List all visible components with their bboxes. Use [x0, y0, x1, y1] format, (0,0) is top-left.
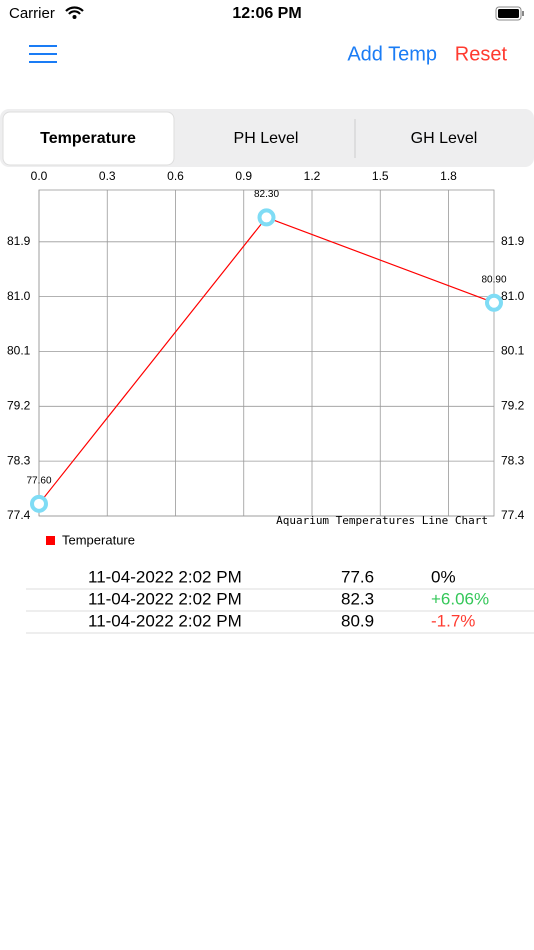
segment[interactable]: Temperature — [40, 130, 136, 147]
row-value: 82.3 — [341, 589, 374, 608]
x-tick-label: 0.3 — [99, 169, 116, 183]
row-change: -1.7% — [431, 611, 475, 630]
y-tick-label: 81.9 — [7, 234, 31, 248]
y-tick-label: 81.0 — [7, 289, 31, 303]
battery-tip — [522, 11, 524, 16]
data-label: 77.60 — [26, 475, 51, 486]
selected-segment — [2, 111, 175, 166]
x-tick-label: 0.0 — [31, 169, 48, 183]
x-tick-label: 1.8 — [440, 169, 457, 183]
x-tick-label: 0.9 — [235, 169, 252, 183]
x-tick-label: 0.6 — [167, 169, 184, 183]
add-temp-button[interactable]: Add Temp — [347, 43, 437, 65]
data-point — [30, 494, 48, 513]
x-tick-label: 1.2 — [304, 169, 321, 183]
row-date: 11-04-2022 2:02 PM — [88, 567, 242, 586]
y-tick-label: 78.3 — [7, 453, 31, 467]
chart-description: Aquarium Temperatures Line Chart — [276, 514, 488, 527]
row-change: 0% — [431, 567, 456, 586]
y2-tick-label: 78.3 — [501, 453, 525, 467]
menu-button[interactable] — [29, 45, 57, 63]
carrier: Carrier — [9, 5, 55, 22]
battery-level — [498, 9, 519, 18]
time: 12:06 PM — [232, 5, 301, 22]
row-change: +6.06% — [431, 589, 489, 608]
reset-button[interactable]: Reset — [455, 43, 508, 65]
data-point — [257, 208, 276, 227]
data-point — [485, 293, 503, 312]
battery — [495, 6, 522, 21]
y2-tick-label: 81.9 — [501, 234, 525, 248]
row-date: 11-04-2022 2:02 PM — [88, 611, 242, 630]
segment[interactable]: PH Level — [234, 130, 299, 147]
row-value: 77.6 — [341, 567, 374, 586]
y-tick-label: 79.2 — [7, 398, 31, 412]
segment[interactable]: GH Level — [411, 130, 478, 147]
x-tick-label: 1.5 — [372, 169, 389, 183]
row-value: 80.9 — [341, 611, 374, 630]
y-tick-label: 80.1 — [7, 344, 31, 358]
data-label: 82.30 — [254, 189, 279, 200]
y-tick-label: 77.4 — [7, 508, 31, 522]
wifi-icon — [65, 6, 84, 15]
wifi-dot — [72, 15, 77, 19]
y2-tick-label: 79.2 — [501, 398, 525, 412]
y2-tick-label: 81.0 — [501, 289, 525, 303]
y2-tick-label: 80.1 — [501, 344, 525, 358]
row-date: 11-04-2022 2:02 PM — [88, 589, 242, 608]
y2-tick-label: 77.4 — [501, 508, 525, 522]
legend-label: Temperature — [62, 532, 135, 547]
legend-swatch — [46, 536, 55, 545]
data-label: 80.90 — [481, 274, 506, 285]
